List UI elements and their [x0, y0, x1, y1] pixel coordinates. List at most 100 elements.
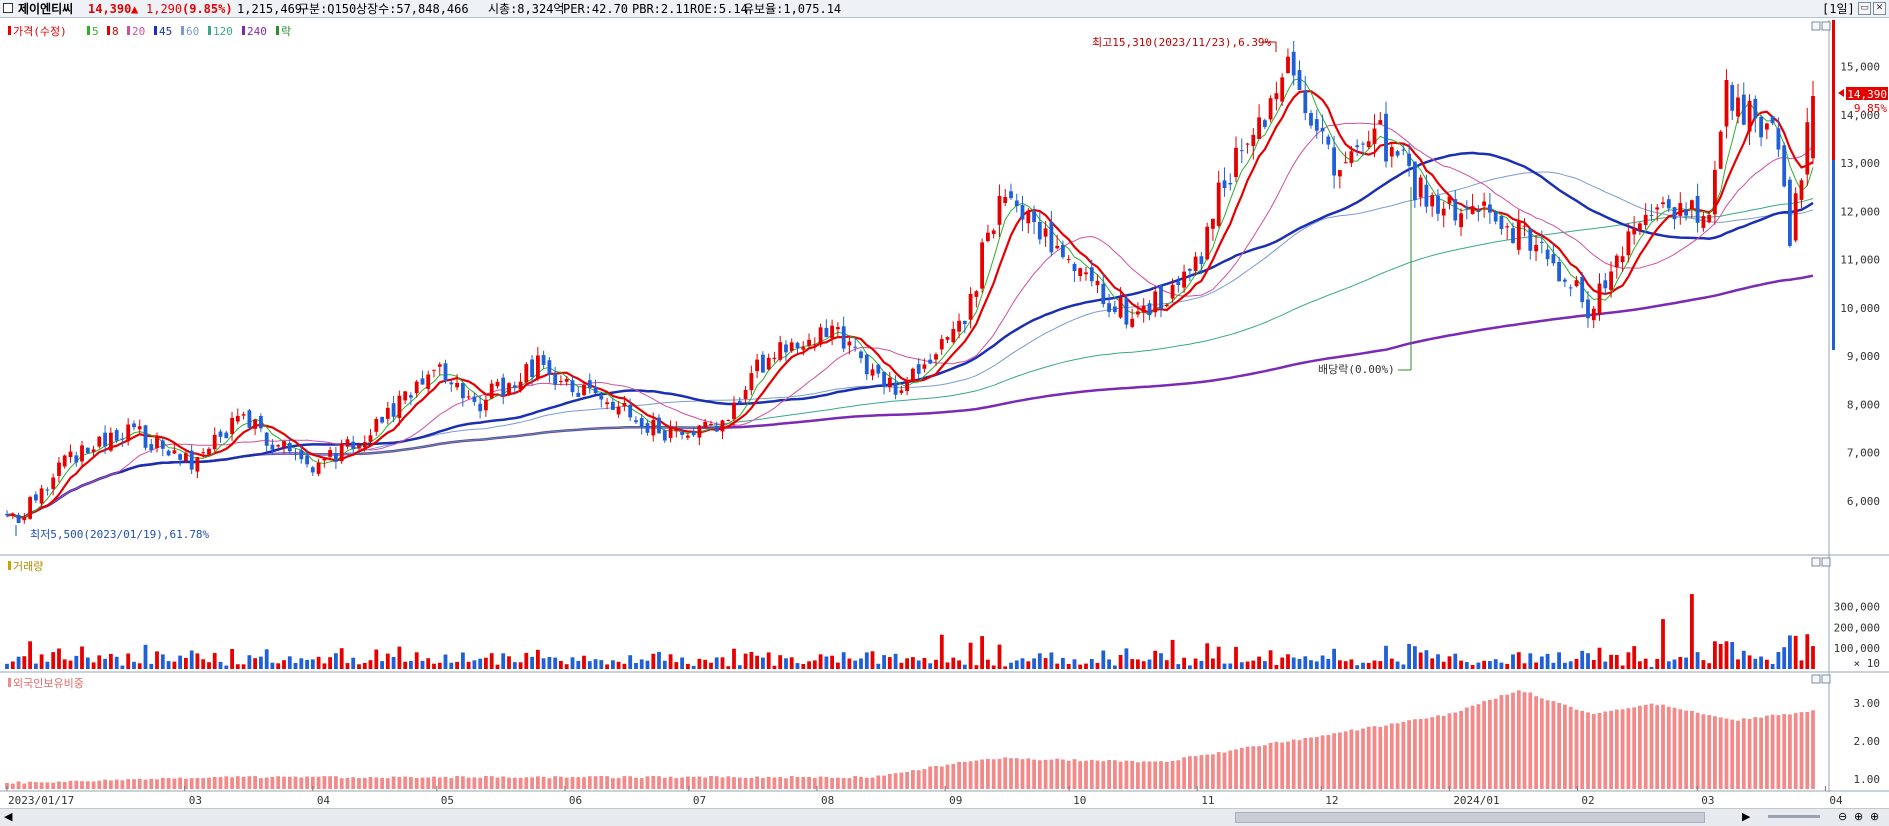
candle-body	[524, 364, 529, 383]
volume-bar	[1684, 657, 1688, 669]
candle-body	[489, 383, 494, 399]
volume-bar	[916, 660, 921, 669]
foreign-ownership-bar	[409, 777, 413, 789]
foreign-ownership-bar	[489, 776, 494, 789]
foreign-ownership-bar	[443, 776, 448, 789]
candle-body	[1164, 304, 1169, 307]
foreign-ownership-bar	[166, 778, 171, 789]
legend-swatch	[127, 26, 130, 35]
foreign-ownership-bar	[512, 777, 517, 789]
period-selector[interactable]: [1일]	[1822, 2, 1855, 16]
candle-body	[1095, 280, 1100, 286]
foreign-ownership-bar	[368, 776, 373, 789]
shares-info: 상장수:57,848,466	[356, 2, 469, 16]
horizontal-scrollbar[interactable]: ◀ ▶ ⊖ ⊕ ⊕	[0, 808, 1889, 826]
volume-bar	[22, 656, 27, 669]
candle-body	[316, 462, 321, 474]
volume-bar	[1188, 665, 1192, 669]
volume-bar	[334, 653, 338, 669]
zoom-reset-icon[interactable]: ⊕	[1870, 810, 1880, 823]
foreign-ownership-bar	[639, 778, 644, 789]
candle-body	[1765, 123, 1769, 130]
volume-bar	[997, 644, 1002, 669]
x-axis-tick: 04	[1829, 794, 1843, 807]
foreign-ownership-bar	[1695, 712, 1700, 789]
volume-bar	[593, 659, 598, 669]
candle-body	[945, 337, 950, 340]
foreign-ownership-bar	[1684, 710, 1688, 789]
foreign-ownership-bar	[1338, 732, 1342, 789]
candle-body	[1338, 170, 1342, 177]
zoom-slider[interactable]	[1768, 815, 1820, 818]
volume-bar	[939, 634, 944, 669]
scroll-right-icon[interactable]: ▶	[1742, 810, 1751, 823]
candle-body	[859, 351, 863, 359]
foreign-ownership-bar	[859, 776, 863, 789]
candle-body	[680, 431, 684, 435]
volume-bar	[662, 660, 667, 669]
chart-area[interactable]: 6,000 7,000 8,000 9,000 10,000 11,000 12,000 13…	[0, 18, 1889, 808]
candle-body	[1632, 228, 1637, 235]
volume-bar	[737, 665, 742, 669]
volume-bar	[1805, 634, 1810, 669]
volume-bar	[1614, 655, 1619, 669]
foreign-ownership-bar	[1124, 760, 1129, 789]
foreign-ownership-bar	[830, 778, 834, 789]
volume-bar	[455, 661, 459, 669]
foreign-pane	[5, 690, 1815, 789]
volume-bar	[882, 655, 886, 669]
minimize-icon[interactable]: ▭	[1858, 2, 1871, 15]
candle-body	[1574, 280, 1579, 287]
volume-bar	[328, 657, 332, 669]
foreign-ownership-bar	[1228, 750, 1233, 789]
candle-body	[466, 396, 471, 398]
candle-body	[287, 443, 292, 452]
foreign-ownership-bar	[1413, 719, 1417, 789]
volume-bar	[1193, 658, 1198, 669]
pane-close-icon	[1821, 21, 1831, 31]
volume-bar	[818, 654, 823, 669]
candle-body	[789, 342, 794, 351]
scroll-thumb[interactable]	[1235, 812, 1705, 823]
volume-bar	[1176, 664, 1181, 669]
volume-bar	[195, 653, 200, 669]
foreign-ownership-bar	[97, 780, 102, 789]
candle-body	[570, 380, 575, 393]
foreign-ownership-bar	[1366, 726, 1371, 789]
volume-bar	[507, 656, 511, 669]
foreign-ownership-bar	[899, 772, 904, 789]
foreign-ownership-bar	[1159, 761, 1163, 789]
volume-bar	[1655, 658, 1660, 669]
foreign-ownership-bar	[1511, 692, 1515, 789]
candle-body	[68, 451, 73, 457]
candle-body	[368, 435, 373, 442]
candle-body	[1037, 222, 1042, 240]
select-checkbox[interactable]	[3, 3, 13, 13]
candle-body	[339, 443, 344, 462]
foreign-ownership-bar	[1753, 717, 1758, 789]
volume-bar	[709, 662, 713, 669]
candle-body	[28, 497, 32, 519]
candle-body	[1297, 70, 1302, 90]
volume-bar	[230, 649, 234, 669]
volume-bar	[628, 655, 633, 669]
foreign-ownership-bar	[611, 778, 615, 789]
candle-body	[1528, 228, 1533, 251]
volume-bar	[697, 658, 702, 669]
zoom-in-icon[interactable]: ⊕	[1854, 810, 1864, 823]
volume-bar	[1216, 646, 1221, 669]
foreign-ownership-bar	[1539, 698, 1544, 789]
volume-bar	[397, 646, 402, 669]
foreign-ownership-bar	[74, 780, 79, 789]
volume-bar	[495, 664, 500, 669]
foreign-ownership-bar	[478, 777, 483, 789]
candle-body	[1049, 222, 1054, 253]
foreign-ownership-bar	[1776, 715, 1781, 789]
close-icon[interactable]: ✕	[1873, 2, 1886, 15]
candle-body	[899, 390, 904, 393]
zoom-out-icon[interactable]: ⊖	[1838, 810, 1848, 823]
foreign-ownership-bar	[818, 776, 823, 789]
foreign-ownership-bar	[1216, 752, 1221, 789]
scroll-left-icon[interactable]: ◀	[4, 810, 13, 823]
price-axis-tick: 9,000	[1847, 350, 1880, 363]
